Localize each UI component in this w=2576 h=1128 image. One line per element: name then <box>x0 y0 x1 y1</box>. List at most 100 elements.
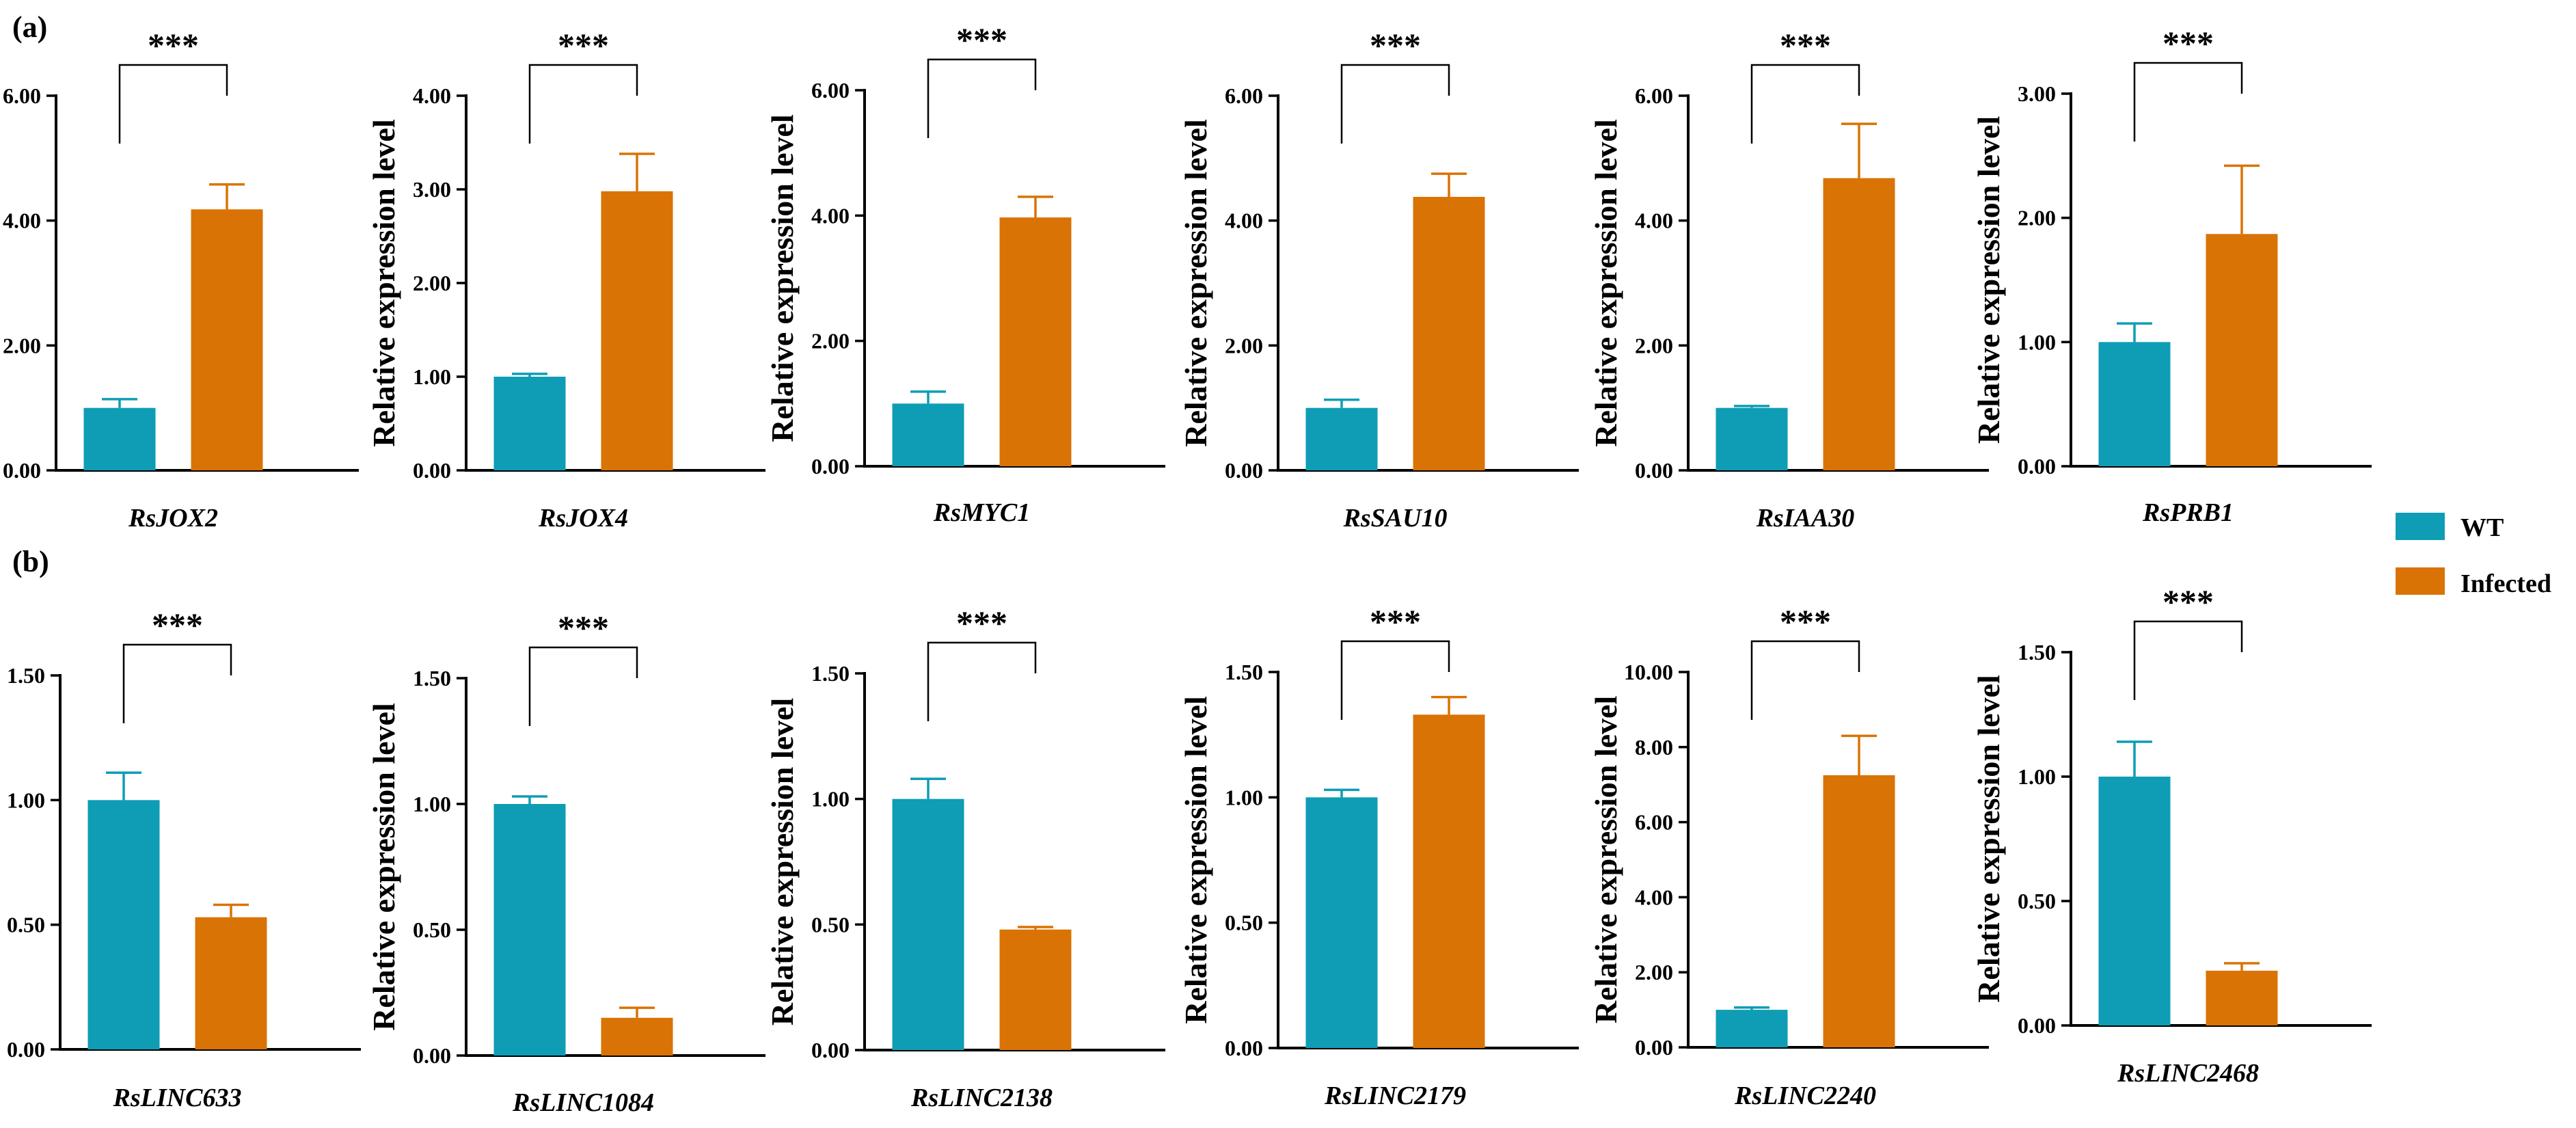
legend-label-infected: Infected <box>2460 569 2551 598</box>
significance-stars: *** <box>956 604 1007 642</box>
gene-title: RsMYC1 <box>933 498 1030 527</box>
error-bar-wt <box>1734 405 1770 408</box>
significance-stars: *** <box>2163 582 2214 621</box>
y-tick-label: 2.00 <box>1635 960 1673 984</box>
bar-wt <box>493 377 566 470</box>
significance-bracket <box>122 643 232 723</box>
error-bar-infected <box>213 903 249 917</box>
y-tick-label: 0.00 <box>413 1043 451 1068</box>
bar-infected <box>1413 714 1485 1048</box>
error-bar-infected <box>1018 196 1053 218</box>
y-tick-label: 0.50 <box>811 912 850 937</box>
significance-bracket <box>927 58 1037 138</box>
error-bar-wt <box>2117 740 2152 777</box>
bar-infected <box>2206 970 2278 1025</box>
error-bar-infected <box>1841 122 1877 178</box>
gene-title: RsSAU10 <box>1342 504 1447 533</box>
bar-infected <box>999 929 1072 1050</box>
y-tick-label: 1.50 <box>811 661 850 686</box>
chart-RsMYC1: 0.00 2.00 4.00 6.00 Relative expression leve… <box>765 21 1165 527</box>
error-bar-wt <box>2117 322 2152 343</box>
chart-RsPRB1: 0.00 1.00 2.00 3.00 Relative expression leve… <box>1971 24 2372 527</box>
y-tick-label: 2.00 <box>3 333 41 358</box>
bar-wt <box>87 800 160 1049</box>
y-tick-label: 2.00 <box>413 271 451 295</box>
y-tick-label: 4.00 <box>413 83 451 108</box>
bar-infected <box>1413 196 1485 470</box>
bar-infected <box>2206 234 2278 466</box>
bar-wt <box>493 804 566 1056</box>
error-bar-wt <box>1324 788 1359 798</box>
error-bar-infected <box>209 183 245 210</box>
y-axis-label: Relative expression level <box>1588 119 1623 447</box>
y-tick-label: 4.00 <box>1635 885 1673 909</box>
y-axis-label: Relative expression level <box>765 698 800 1026</box>
error-bar-infected <box>1841 734 1877 775</box>
y-tick-label: 0.00 <box>1635 1035 1673 1060</box>
significance-stars: *** <box>152 606 203 644</box>
bar-infected <box>601 191 673 470</box>
legend-label-wt: WT <box>2460 513 2504 542</box>
panel-label-b: (b) <box>12 545 49 578</box>
y-tick-label: 1.00 <box>2018 330 2056 354</box>
bar-wt <box>83 407 156 470</box>
gene-title: RsJOX4 <box>538 504 628 533</box>
gene-title: RsLINC2240 <box>1734 1082 1876 1110</box>
y-tick-label: 1.00 <box>811 787 850 811</box>
y-axis-label: Relative expression level <box>765 114 800 442</box>
y-tick-label: 1.50 <box>1225 660 1263 684</box>
error-bar-wt <box>102 398 137 408</box>
y-tick-label: 4.00 <box>3 209 41 233</box>
significance-bracket <box>118 64 228 144</box>
error-bar-wt <box>1324 399 1359 408</box>
legend-swatch-infected <box>2396 567 2445 595</box>
y-tick-label: 3.00 <box>413 177 451 202</box>
error-bar-wt <box>910 390 946 404</box>
y-axis-label: Relative expression level <box>366 703 401 1031</box>
significance-bracket <box>927 641 1037 721</box>
gene-title: RsJOX2 <box>128 504 218 533</box>
error-bar-wt <box>512 373 547 377</box>
bar-wt <box>1716 1010 1788 1047</box>
y-tick-label: 0.00 <box>2018 1013 2056 1038</box>
error-bar-infected <box>1431 695 1467 715</box>
y-tick-label: 1.00 <box>413 364 451 389</box>
error-bar-infected <box>619 152 655 191</box>
significance-bracket <box>1750 64 1860 144</box>
significance-bracket <box>1340 640 1450 720</box>
gene-title: RsLINC2138 <box>910 1084 1053 1112</box>
y-tick-label: 6.00 <box>811 78 850 103</box>
significance-bracket <box>528 64 638 144</box>
bar-wt <box>1305 797 1378 1048</box>
y-tick-label: 0.00 <box>1635 458 1673 483</box>
gene-title: RsLINC2468 <box>2117 1059 2259 1088</box>
significance-stars: *** <box>558 608 609 647</box>
y-tick-label: 2.00 <box>2018 206 2056 230</box>
y-tick-label: 10.00 <box>1624 660 1673 684</box>
y-tick-label: 1.00 <box>7 788 45 812</box>
y-axis-label: Relative expression level <box>1178 119 1213 447</box>
y-tick-label: 0.00 <box>811 1038 850 1062</box>
significance-bracket <box>1340 64 1450 144</box>
y-tick-label: 2.00 <box>811 329 850 353</box>
chart-RsLINC2468: 0.00 0.50 1.00 1.50 Relative expression leve… <box>1971 582 2372 1088</box>
y-tick-label: 4.00 <box>1635 209 1673 233</box>
y-tick-label: 0.00 <box>7 1037 45 1062</box>
bar-wt <box>1305 407 1378 470</box>
y-tick-label: 0.50 <box>2018 889 2056 913</box>
significance-stars: *** <box>2163 24 2214 62</box>
y-tick-label: 2.00 <box>1635 333 1673 358</box>
bar-infected <box>601 1017 673 1056</box>
y-axis-label: Relative expression level <box>1588 696 1623 1024</box>
legend-swatch-wt <box>2396 513 2445 540</box>
y-tick-label: 0.50 <box>413 917 451 942</box>
legend: WT Infected <box>2396 513 2551 598</box>
y-tick-label: 0.00 <box>1225 1036 1263 1060</box>
y-tick-label: 1.50 <box>7 663 45 688</box>
significance-stars: *** <box>956 21 1007 59</box>
bar-infected <box>195 917 267 1049</box>
y-tick-label: 1.00 <box>2018 764 2056 789</box>
bar-infected <box>1823 178 1895 470</box>
